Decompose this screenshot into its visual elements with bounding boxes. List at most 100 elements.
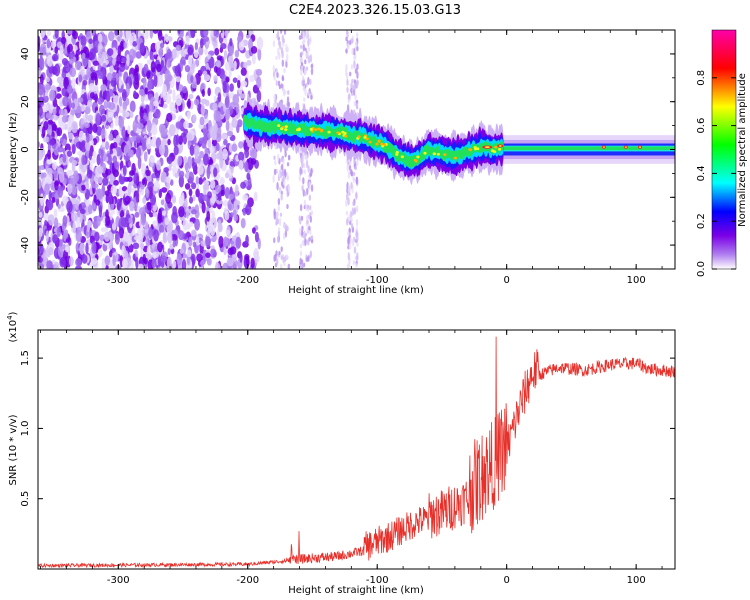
heatmap-cell <box>46 38 51 49</box>
heatmap-cell <box>242 194 249 201</box>
heatmap-cell <box>129 110 134 119</box>
heatmap-cell <box>176 253 182 266</box>
heatmap-cell <box>135 256 139 269</box>
heatmap-cell <box>346 86 349 93</box>
heatmap-cell <box>280 156 284 163</box>
x-tick-label: -100 <box>366 575 389 586</box>
heatmap-cell <box>187 171 195 184</box>
y-tick-label: 40 <box>20 48 31 61</box>
heatmap-cell <box>122 165 127 177</box>
heatmap-cell <box>110 143 114 151</box>
heatmap-cell <box>350 87 353 94</box>
heatmap-cell <box>90 139 94 146</box>
snr-frame <box>37 329 676 570</box>
heatmap-cell <box>191 209 197 215</box>
heatmap-cell <box>224 30 229 38</box>
heatmap-cell <box>276 235 280 244</box>
heatmap-cell <box>351 207 355 216</box>
x-tick-label: -300 <box>107 275 130 286</box>
heatmap-cell <box>127 176 133 182</box>
heatmap-cell <box>228 46 234 56</box>
heatmap-cell <box>51 196 56 204</box>
heatmap-cell <box>86 132 90 144</box>
heatmap-cell <box>177 230 185 241</box>
heatmap-cell <box>347 171 351 179</box>
heatmap-cell <box>161 210 167 216</box>
heatmap-cell <box>217 219 222 232</box>
heatmap-cell <box>164 52 170 61</box>
heatmap-cell <box>158 47 164 58</box>
heatmap-cell <box>167 138 171 146</box>
heatmap-cell <box>145 137 152 150</box>
heatmap-cell <box>190 75 194 83</box>
heatmap-cell <box>256 90 262 103</box>
heatmap-cell <box>112 71 117 79</box>
heatmap-cell <box>272 40 276 48</box>
heatmap-cell <box>300 62 304 67</box>
heatmap-cell <box>231 118 238 128</box>
heatmap-cell <box>301 51 304 56</box>
snr-scale-note: (x104) <box>6 311 19 342</box>
heatmap-cell <box>81 118 85 125</box>
heatmap-cell <box>119 104 124 114</box>
heatmap-cell <box>107 111 114 118</box>
heatmap-cell <box>353 55 356 60</box>
heatmap-cell <box>107 30 115 42</box>
heatmap-cell <box>188 188 193 197</box>
heatmap-cell <box>301 79 304 87</box>
heatmap-cell <box>307 165 310 173</box>
heatmap-cell <box>140 214 147 226</box>
heatmap-cell <box>136 134 141 144</box>
heatmap-cell <box>498 147 502 151</box>
heatmap-cell <box>354 68 358 74</box>
heatmap-cell <box>86 169 93 179</box>
heatmap-cell <box>355 102 359 109</box>
heatmap-cell <box>123 42 127 49</box>
heatmap-cell <box>124 195 131 205</box>
heatmap-cell <box>347 236 350 246</box>
heatmap-cell <box>182 86 188 94</box>
heatmap-cell <box>116 53 123 65</box>
heatmap-cell <box>57 245 64 258</box>
heatmap-cell <box>158 143 166 156</box>
heatmap-hotspot-core <box>498 145 502 147</box>
heatmap-cell <box>238 141 244 149</box>
y-tick-label: 20 <box>20 95 31 108</box>
heatmap-cell <box>38 41 41 53</box>
heatmap-cell <box>146 120 152 133</box>
heatmap-cell <box>87 204 93 215</box>
heatmap-cell <box>355 255 359 261</box>
heatmap-cell <box>110 80 117 87</box>
heatmap-cell <box>178 170 185 178</box>
heatmap-cell <box>220 30 225 39</box>
heatmap-cell <box>132 40 138 47</box>
heatmap-cell <box>71 121 78 134</box>
heatmap-cell <box>122 101 127 112</box>
heatmap-cell <box>423 151 427 155</box>
heatmap-cell <box>121 56 127 64</box>
heatmap-cell <box>101 141 106 148</box>
heatmap-cell <box>146 246 151 254</box>
heatmap-cell <box>59 238 63 248</box>
heatmap-cell <box>145 169 151 177</box>
heatmap-cell <box>309 35 312 45</box>
heatmap-cell <box>52 161 57 170</box>
heatmap-cell <box>158 224 165 233</box>
heatmap-cell <box>169 243 174 250</box>
heatmap-hotspot-core <box>484 146 490 148</box>
heatmap-cell <box>355 40 358 47</box>
heatmap-cell <box>97 42 103 55</box>
heatmap-cell <box>205 252 211 258</box>
heatmap-cell <box>351 78 354 84</box>
heatmap-cell <box>81 154 86 166</box>
heatmap-cell <box>80 208 86 215</box>
heatmap-cell <box>201 201 206 214</box>
heatmap-cell <box>246 172 251 181</box>
heatmap-cell <box>174 65 181 77</box>
heatmap-cell <box>244 161 249 173</box>
heatmap-cell <box>132 120 138 133</box>
heatmap-cell <box>287 263 290 269</box>
heatmap-cell <box>113 179 119 186</box>
heatmap-cell <box>240 217 246 229</box>
heatmap-cell <box>216 55 223 61</box>
